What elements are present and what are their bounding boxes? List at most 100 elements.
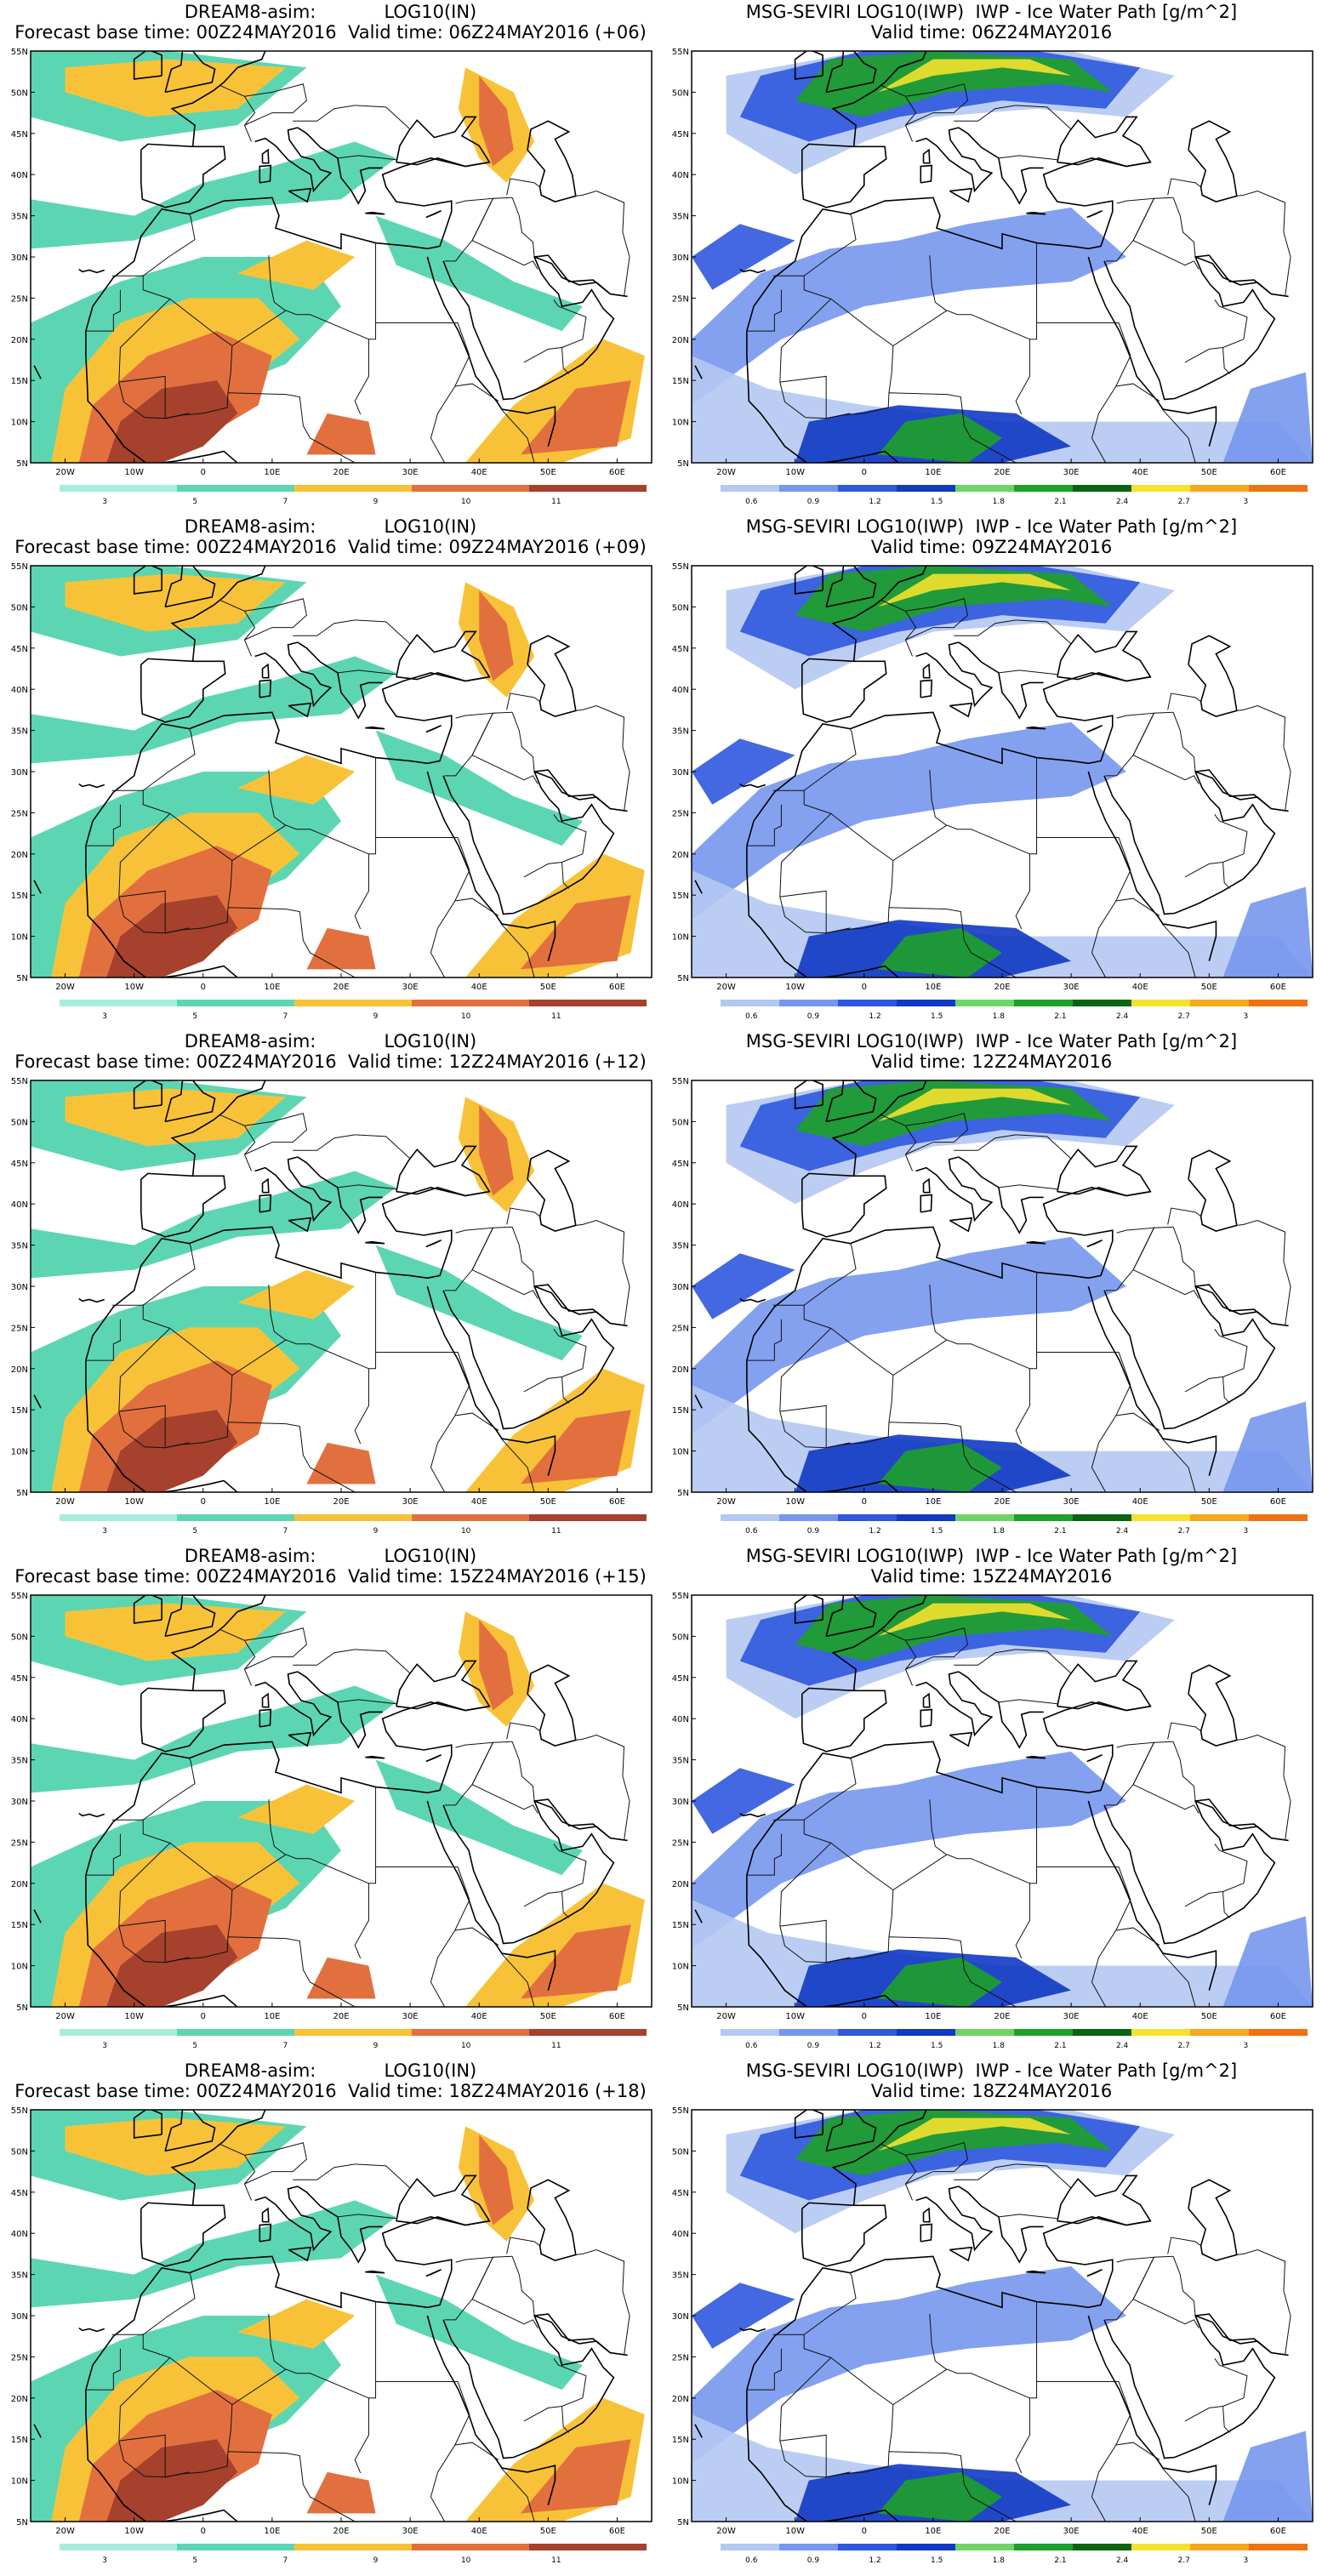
model-colorbar-label: 7 xyxy=(283,1012,288,1021)
model-colorbar: 3 5 7 9 10 11 xyxy=(60,1000,647,1021)
model-colorbar-label: 9 xyxy=(373,1012,379,1021)
sat-colorbar-label: 2.1 xyxy=(1054,2042,1066,2050)
lon-tick-label: 30E xyxy=(1063,1497,1080,1507)
lat-tick-label: 45N xyxy=(11,1674,28,1684)
lon-tick-label: 20E xyxy=(333,1497,349,1507)
lon-tick-label: 20W xyxy=(55,983,75,992)
lat-tick-label: 5N xyxy=(677,2003,689,2013)
lon-tick-label: 50E xyxy=(540,983,556,992)
lon-tick-label: 60E xyxy=(1270,983,1286,992)
lat-tick-label: 35N xyxy=(11,213,28,222)
field-shading xyxy=(1222,2431,1313,2522)
lat-tick-label: 25N xyxy=(672,1838,689,1848)
model-colorbar-swatch xyxy=(294,1000,412,1006)
sat-colorbar-label: 1.5 xyxy=(931,1012,943,1021)
lat-tick-label: 25N xyxy=(672,2353,689,2362)
country-borders xyxy=(746,598,1291,977)
field-shading xyxy=(306,2471,376,2514)
lon-tick-label: 10E xyxy=(264,1497,280,1507)
panel-subtitle: Valid time: 12Z24MAY2016 xyxy=(870,1051,1113,1072)
lat-tick-label: 50N xyxy=(11,2147,28,2157)
model-colorbar-label: 10 xyxy=(461,2042,471,2050)
satellite-map: 20W 10W 0 10E 20E 30E 40E 50E 60E55N50N45N40N35N… xyxy=(672,562,1313,1021)
field-shading xyxy=(878,2117,1072,2151)
sat-colorbar-label: 1.2 xyxy=(869,1527,880,1536)
model-panel: 20W 10W 0 10E 20E 30E 40E 50E 60E 55N 50N 45N 40N 35N… xyxy=(0,1029,661,1544)
sat-colorbar-swatch xyxy=(1190,1514,1249,1521)
lon-tick-label: 10E xyxy=(925,2527,941,2536)
model-colorbar-swatch xyxy=(60,2544,177,2550)
model-colorbar-swatch xyxy=(177,1514,294,1521)
lon-tick-label: 10W xyxy=(785,1497,805,1507)
field-shading xyxy=(31,656,396,764)
lon-tick-label: 0 xyxy=(201,468,206,477)
lat-tick-label: 20N xyxy=(11,2395,28,2404)
sat-colorbar-swatch xyxy=(897,2544,955,2550)
lat-tick-label: 35N xyxy=(11,727,28,737)
sat-colorbar-swatch xyxy=(1073,1514,1131,1521)
lat-tick-label: 50N xyxy=(672,88,689,98)
lon-tick-label: 0 xyxy=(201,983,206,992)
model-colorbar-swatch xyxy=(412,2544,529,2550)
model-colorbar-swatch xyxy=(529,1514,647,1521)
lon-tick-label: 0 xyxy=(201,1497,206,1507)
model-panel: 20W 10W 0 10E 20E 30E 40E 50E 60E 55N 50N 45N 40N 35N… xyxy=(0,1544,661,2059)
panel-subtitle: Valid time: 06Z24MAY2016 xyxy=(870,22,1113,43)
lon-tick-label: 30E xyxy=(402,2527,419,2536)
lon-tick-label: 20W xyxy=(55,2012,75,2021)
lon-tick-label: 40E xyxy=(471,1497,487,1507)
country-borders xyxy=(85,83,630,463)
lat-tick-label: 30N xyxy=(672,254,689,263)
sat-colorbar-label: 2.7 xyxy=(1178,1012,1190,1021)
country-borders xyxy=(85,2142,630,2522)
field-shading xyxy=(106,380,238,463)
lat-tick-label: 30N xyxy=(11,254,28,263)
lon-tick-label: 20W xyxy=(716,2012,736,2021)
country-borders xyxy=(746,2142,1291,2522)
field-shading xyxy=(106,1410,238,1492)
model-colorbar-label: 10 xyxy=(461,498,471,506)
field-shading xyxy=(520,1410,631,1485)
sat-colorbar-label: 2.1 xyxy=(1054,1527,1066,1536)
lon-tick-label: 30E xyxy=(402,1497,419,1507)
lon-tick-label: 20E xyxy=(333,468,349,477)
panel-title: DREAM8-asim: LOG10(IN) xyxy=(184,2060,477,2081)
model-colorbar-swatch xyxy=(177,1000,294,1006)
lat-tick-label: 45N xyxy=(672,2189,689,2198)
lat-tick-label: 30N xyxy=(672,2312,689,2322)
sat-colorbar-label: 1.2 xyxy=(869,2556,880,2565)
sat-colorbar-label: 0.9 xyxy=(807,2556,820,2565)
lon-tick-label: 0 xyxy=(862,468,867,477)
coastlines xyxy=(694,566,1289,977)
lat-tick-label: 20N xyxy=(672,2395,689,2404)
sat-colorbar-swatch xyxy=(1014,2029,1073,2036)
model-colorbar-label: 7 xyxy=(283,2556,288,2565)
sat-colorbar-label: 2.7 xyxy=(1178,498,1190,506)
lat-tick-label: 45N xyxy=(11,1160,28,1169)
field-shading xyxy=(65,1603,287,1661)
lon-tick-label: 20E xyxy=(994,468,1010,477)
lat-tick-label: 30N xyxy=(672,768,689,778)
lon-tick-label: 60E xyxy=(609,468,625,477)
base-time: Forecast base time: 00Z24MAY2016 xyxy=(14,1051,337,1072)
field-shading xyxy=(479,1620,514,1711)
satellite-map: 20W 10W 0 10E 20E 30E 40E 50E 60E55N50N45N40N35N… xyxy=(672,1592,1313,2050)
map-field xyxy=(31,566,652,977)
sat-colorbar-label: 0.6 xyxy=(745,2556,758,2565)
lon-tick-label: 20E xyxy=(333,2012,349,2021)
sat-colorbar-swatch xyxy=(897,485,955,492)
lat-tick-label: 55N xyxy=(672,1077,689,1086)
sat-colorbar-swatch xyxy=(1131,1000,1190,1006)
country-borders xyxy=(85,598,630,977)
sat-colorbar-label: 3 xyxy=(1244,2042,1249,2050)
lat-tick-label: 25N xyxy=(11,2353,28,2362)
field-shading xyxy=(692,721,1126,920)
lat-tick-label: 25N xyxy=(672,1324,689,1333)
sat-colorbar-swatch xyxy=(838,1514,897,1521)
lat-tick-label: 40N xyxy=(672,171,689,180)
model-colorbar-swatch xyxy=(529,485,647,492)
lat-tick-label: 35N xyxy=(11,2271,28,2281)
lon-tick-label: 20W xyxy=(55,2527,75,2536)
sat-colorbar-label: 2.1 xyxy=(1054,2556,1066,2565)
satellite-map: 20W 10W 0 10E 20E 30E 40E 50E 60E55N50N45N40N35N… xyxy=(672,1077,1313,1536)
